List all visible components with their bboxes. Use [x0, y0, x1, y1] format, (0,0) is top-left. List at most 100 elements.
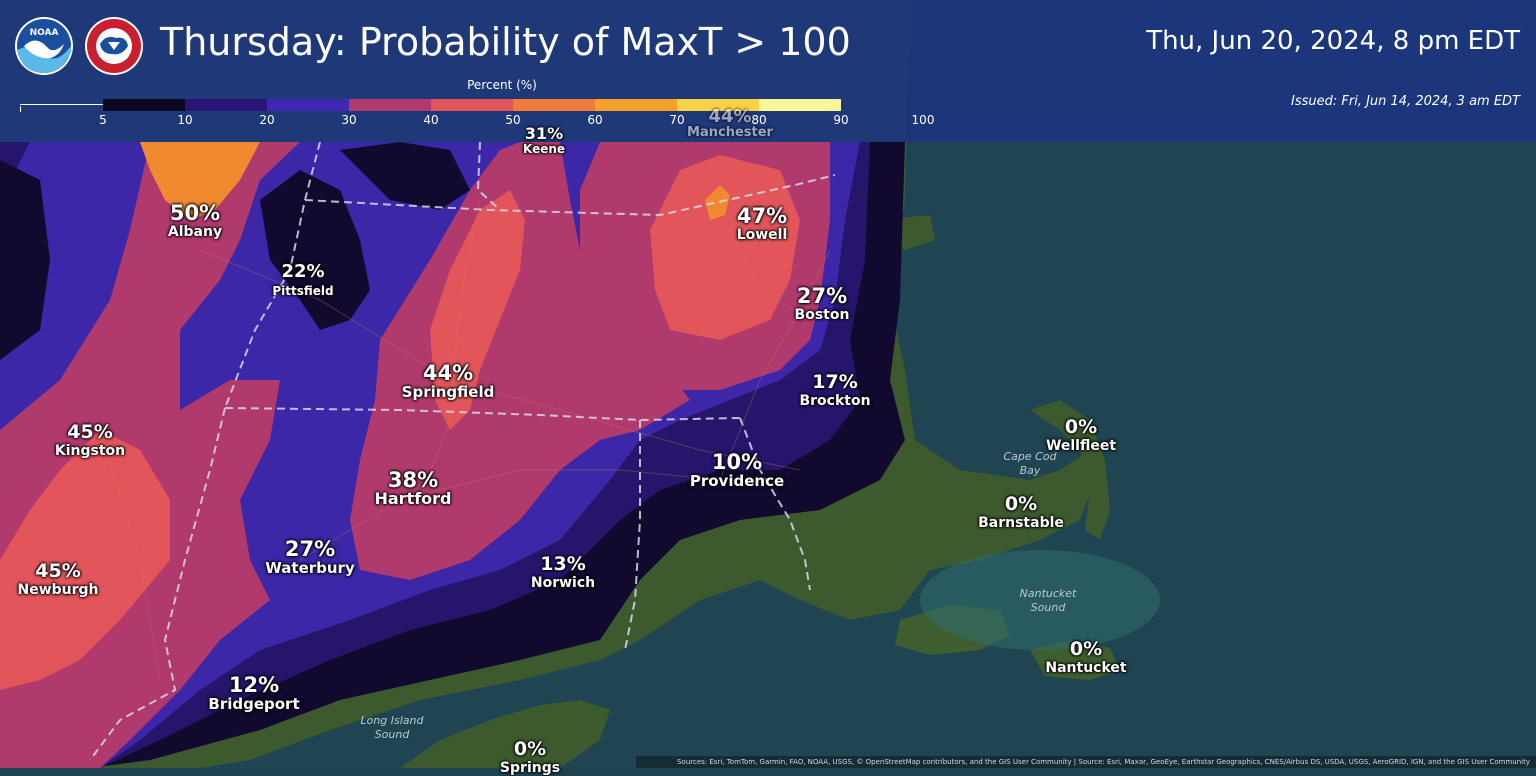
city-springs-pct: 0%: [513, 738, 547, 760]
legend-tick-100: 100: [911, 113, 935, 127]
water-label-cape-cod-bay: Cape Cod Bay: [1003, 450, 1057, 477]
legend-tick-90: 90: [833, 113, 849, 127]
band-40-50-west: [0, 430, 170, 690]
city-pittsfield-pct: 22%: [281, 261, 325, 282]
ny-ma-boundary: [224, 141, 321, 409]
legend-title: Percent (%): [467, 78, 537, 92]
valid-time: Thu, Jun 20, 2024, 8 pm EDT: [1146, 26, 1520, 56]
city-boston[interactable]: 27% Boston: [795, 285, 850, 323]
city-newburgh[interactable]: 45% Newburgh: [17, 560, 98, 598]
city-springfield-name: Springfield: [401, 383, 495, 401]
city-hartford-pct: 38%: [387, 468, 439, 492]
legend-tick-40: 40: [423, 113, 439, 127]
header-bar: NOAA Thursday: Probability of MaxT > 100…: [0, 0, 1536, 142]
legend-tick-line-start: [20, 106, 21, 112]
issued-time: Issued: Fri, Jun 14, 2024, 3 am EDT: [1290, 94, 1520, 109]
city-wellfleet-name: Wellfleet: [1045, 438, 1117, 454]
roads: [99, 199, 831, 681]
dark-pocket-north: [340, 142, 470, 210]
legend-baseline: [20, 104, 103, 105]
nh-ma-boundary: [476, 141, 501, 211]
legend-swatch-60: [595, 99, 677, 111]
legend-swatch-5: [103, 99, 185, 111]
nws-logo: [85, 17, 143, 75]
city-hartford-name: Hartford: [374, 489, 452, 508]
water-label-long-island-sound: Long Island Sound: [360, 714, 424, 741]
city-wellfleet[interactable]: 0% Wellfleet: [1046, 416, 1116, 454]
city-manchester[interactable]: 44% Manchester: [687, 108, 773, 140]
city-providence[interactable]: 10% Providence: [690, 451, 784, 489]
land-nantucket: [1030, 640, 1120, 680]
band-50-60-albany: [140, 142, 260, 220]
city-albany-name: Albany: [167, 224, 223, 240]
legend-tick-5: 5: [99, 113, 107, 127]
city-wellfleet-pct: 0%: [1064, 416, 1098, 438]
city-kingston-pct: 45%: [67, 421, 113, 443]
city-albany-pct: 50%: [169, 201, 221, 225]
city-newburgh-pct: 45%: [35, 560, 81, 582]
legend-tick-60: 60: [587, 113, 603, 127]
shallow-water: [920, 550, 1160, 650]
city-waterbury-pct: 27%: [284, 537, 336, 561]
city-barnstable-name: Barnstable: [978, 515, 1064, 531]
city-springs-name: Springs: [499, 760, 561, 776]
legend-tick-50: 50: [505, 113, 521, 127]
city-lowell-name: Lowell: [736, 227, 788, 243]
city-providence-pct: 10%: [711, 450, 763, 474]
legend-bar: [20, 96, 925, 111]
page-title: Thursday: Probability of MaxT > 100: [160, 20, 851, 64]
map-attribution[interactable]: Sources: Esri, TomTom, Garmin, FAO, NOAA…: [636, 756, 1536, 768]
vt-ma-boundary: [304, 174, 836, 217]
state-boundaries: [89, 141, 836, 761]
city-pittsfield-name: Pittsfield: [272, 284, 334, 298]
dark-pocket-west: [0, 160, 50, 360]
land-long-island: [400, 700, 610, 768]
legend-tick-10: 10: [177, 113, 193, 127]
city-keene-pct: 31%: [524, 124, 564, 143]
city-springs[interactable]: 0% Springs: [500, 738, 560, 776]
city-springfield[interactable]: 44% Springfield: [402, 362, 495, 400]
legend-swatch-50: [513, 99, 595, 111]
city-springfield-pct: 44%: [422, 361, 474, 385]
legend-tick-70: 70: [669, 113, 685, 127]
legend-tick-20: 20: [259, 113, 275, 127]
land-cape-tip: [1030, 400, 1110, 540]
city-brockton-pct: 17%: [812, 371, 858, 393]
band-50-60-lowell: [705, 185, 730, 220]
dark-pocket-pittsfield: [260, 170, 370, 330]
city-albany[interactable]: 50% Albany: [168, 202, 222, 240]
legend-swatch-20: [267, 99, 349, 111]
city-bridgeport[interactable]: 12% Bridgeport: [208, 674, 299, 712]
legend-tick-80: 80: [751, 113, 767, 127]
city-keene[interactable]: 31% Keene: [522, 124, 566, 157]
city-kingston[interactable]: 45% Kingston: [55, 421, 125, 459]
city-waterbury[interactable]: 27% Waterbury: [265, 538, 354, 576]
city-brockton-name: Brockton: [799, 393, 871, 409]
city-lowell[interactable]: 47% Lowell: [737, 205, 788, 243]
city-kingston-name: Kingston: [54, 443, 126, 459]
city-norwich-name: Norwich: [530, 575, 596, 591]
city-newburgh-name: Newburgh: [17, 582, 99, 598]
city-hartford[interactable]: 38% Hartford: [374, 469, 451, 507]
city-nantucket-name: Nantucket: [1045, 660, 1127, 676]
legend-swatch-70: [677, 99, 759, 111]
city-keene-name: Keene: [522, 142, 566, 156]
city-manchester-pct: 44%: [708, 106, 752, 127]
city-nantucket[interactable]: 0% Nantucket: [1045, 638, 1126, 676]
city-bridgeport-pct: 12%: [228, 673, 280, 697]
water-label-nantucket-sound: Nantucket Sound: [1019, 587, 1077, 614]
city-brockton[interactable]: 17% Brockton: [799, 371, 870, 409]
legend-tick-30: 30: [341, 113, 357, 127]
legend-swatch-30: [349, 99, 431, 111]
band-40-50-lowell: [650, 155, 800, 340]
city-waterbury-name: Waterbury: [265, 559, 355, 577]
city-barnstable-pct: 0%: [1004, 493, 1038, 515]
legend-swatch-40: [431, 99, 513, 111]
band-40-50-springfield: [430, 190, 525, 430]
city-boston-name: Boston: [794, 307, 850, 323]
city-providence-name: Providence: [689, 472, 785, 490]
band-30-40-central: [350, 142, 690, 580]
city-norwich[interactable]: 13% Norwich: [531, 553, 595, 591]
city-pittsfield[interactable]: 22% Pittsfield: [272, 261, 333, 299]
city-barnstable[interactable]: 0% Barnstable: [978, 493, 1064, 531]
